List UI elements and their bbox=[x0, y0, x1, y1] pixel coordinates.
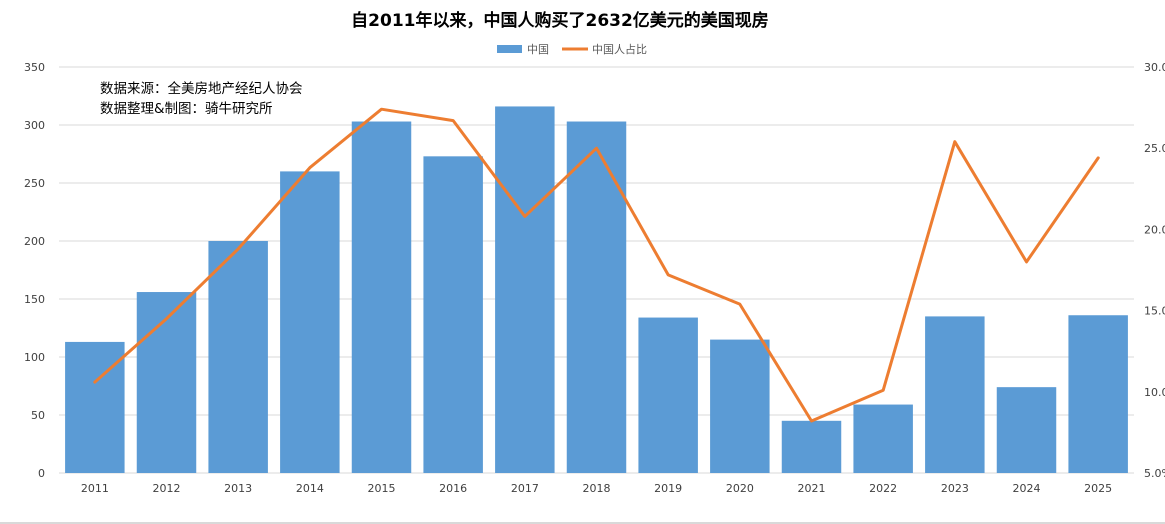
y-left-tick-label: 300 bbox=[24, 119, 45, 132]
x-tick-label: 2022 bbox=[869, 482, 897, 495]
y-left-tick-label: 250 bbox=[24, 177, 45, 190]
x-tick-label: 2013 bbox=[224, 482, 252, 495]
bar-2018 bbox=[566, 121, 627, 474]
bar-2011 bbox=[65, 341, 125, 473]
line-share bbox=[93, 107, 1100, 423]
y-left-tick-label: 100 bbox=[24, 351, 45, 364]
y-left-tick-label: 350 bbox=[24, 61, 45, 74]
legend-bar-swatch bbox=[497, 45, 522, 53]
bar-2012 bbox=[136, 292, 197, 473]
y-left-axis-ticks: 0 50 100 150 200 250 300 350 bbox=[24, 61, 45, 480]
x-tick-label: 2020 bbox=[726, 482, 754, 495]
y-right-tick-label: 30.0 bbox=[1144, 61, 1165, 74]
bar-2014 bbox=[280, 171, 340, 473]
line-series bbox=[93, 107, 1100, 423]
bar-2023 bbox=[925, 316, 985, 473]
bar-2019 bbox=[638, 317, 698, 473]
source-notes: 数据来源：全美房地产经纪人协会 数据整理&制图：骑牛研究所 bbox=[100, 80, 303, 117]
y-right-tick-label: 20.0 bbox=[1144, 223, 1165, 236]
bar-series bbox=[65, 106, 1128, 474]
y-right-tick-label: 10.0 bbox=[1144, 386, 1165, 399]
bar-2013 bbox=[208, 241, 268, 473]
note-producer: 数据整理&制图：骑牛研究所 bbox=[100, 101, 273, 117]
x-tick-label: 2019 bbox=[654, 482, 682, 495]
legend: 中国 中国人占比 bbox=[497, 42, 647, 56]
x-tick-label: 2014 bbox=[296, 482, 324, 495]
bar-2015 bbox=[351, 121, 412, 474]
bar-2020 bbox=[710, 339, 770, 473]
y-left-tick-label: 0 bbox=[38, 467, 45, 480]
note-source: 数据来源：全美房地产经纪人协会 bbox=[100, 80, 303, 97]
x-tick-label: 2018 bbox=[583, 482, 611, 495]
bar-2017 bbox=[495, 106, 555, 473]
x-tick-label: 2016 bbox=[439, 482, 467, 495]
x-tick-label: 2012 bbox=[153, 482, 181, 495]
x-axis-ticks: 2011 2012 2013 2014 2015 2016 2017 2018 2019 2020… bbox=[81, 482, 1112, 495]
bar-2025 bbox=[1068, 315, 1128, 473]
y-left-tick-label: 200 bbox=[24, 235, 45, 248]
bar-2021 bbox=[781, 420, 842, 473]
x-tick-label: 2023 bbox=[941, 482, 969, 495]
y-right-axis-ticks: 5.0% 10.0 15.0 20.0 25.0 30.0 bbox=[1144, 61, 1165, 480]
y-right-tick-label: 5.0% bbox=[1144, 467, 1165, 480]
chart-title: 自2011年以来，中国人购买了2632亿美元的美国现房 bbox=[351, 10, 769, 31]
bar-2016 bbox=[423, 156, 483, 473]
x-tick-label: 2015 bbox=[368, 482, 396, 495]
y-right-tick-label: 25.0 bbox=[1144, 142, 1165, 155]
y-left-tick-label: 50 bbox=[31, 409, 45, 422]
bar-2022 bbox=[853, 404, 913, 473]
y-right-tick-label: 15.0 bbox=[1144, 305, 1165, 318]
legend-line-label: 中国人占比 bbox=[592, 42, 647, 56]
x-tick-label: 2021 bbox=[798, 482, 826, 495]
x-tick-label: 2024 bbox=[1013, 482, 1041, 495]
y-left-tick-label: 150 bbox=[24, 293, 45, 306]
x-tick-label: 2011 bbox=[81, 482, 109, 495]
legend-bar-label: 中国 bbox=[527, 43, 549, 56]
bar-2024 bbox=[996, 387, 1057, 473]
x-tick-label: 2017 bbox=[511, 482, 539, 495]
x-tick-label: 2025 bbox=[1084, 482, 1112, 495]
